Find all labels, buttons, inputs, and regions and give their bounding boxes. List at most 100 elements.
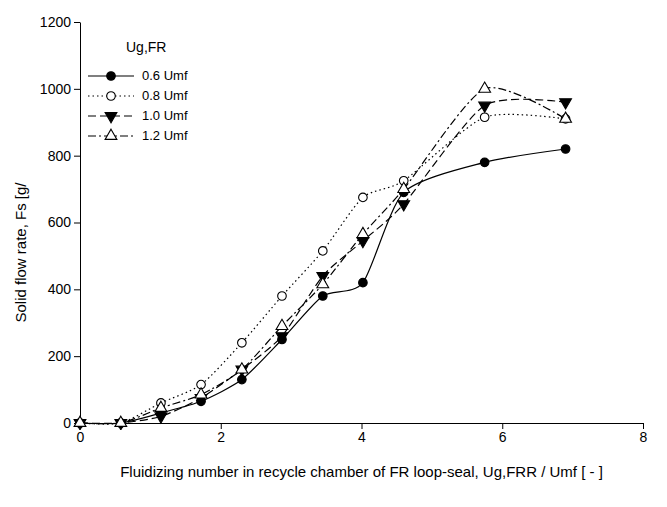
marker-group [359, 278, 368, 287]
legend-marker [107, 92, 116, 101]
marker-group [276, 319, 288, 329]
legend-label: 0.8 Umf [142, 88, 188, 103]
legend-marker-group [105, 113, 117, 123]
marker [357, 237, 369, 247]
marker [560, 112, 572, 122]
tick-mark [74, 22, 80, 23]
tick-mark [74, 156, 80, 157]
marker-group [317, 278, 329, 288]
marker [561, 145, 570, 154]
marker-group [155, 401, 167, 411]
y-axis: 0 200 400 600 800 1000 1200 [40, 14, 81, 431]
tick-label: 800 [48, 148, 72, 164]
legend-marker-group [107, 72, 116, 81]
marker-group [238, 339, 247, 348]
legend-item: 1.0 Umf [88, 108, 188, 123]
series-line [80, 99, 566, 423]
marker [480, 113, 489, 122]
marker [195, 388, 207, 398]
tick-mark [74, 356, 80, 357]
marker-group [318, 292, 327, 301]
marker [398, 182, 410, 192]
tick-mark [74, 89, 80, 90]
legend-marker-group [105, 129, 117, 139]
legend-marker [105, 113, 117, 123]
marker-group [480, 113, 489, 122]
tick: 200 [48, 348, 80, 364]
tick-label: 6 [499, 429, 507, 445]
tick: 1000 [40, 81, 80, 97]
tick: 800 [48, 148, 80, 164]
tick: 6 [499, 423, 507, 445]
legend-item: 0.6 Umf [88, 68, 188, 83]
tick-label: 4 [358, 429, 366, 445]
y-axis-title: Solid flow rate, Fs [g/ [12, 182, 29, 323]
tick-label: 8 [640, 429, 648, 445]
marker-group [318, 247, 327, 256]
marker [74, 416, 86, 426]
marker [155, 413, 167, 423]
marker-group [398, 201, 410, 211]
marker [276, 319, 288, 329]
marker-group [560, 99, 572, 109]
marker-group [560, 112, 572, 122]
marker [479, 82, 491, 92]
tick: 8 [640, 423, 648, 445]
series-line [80, 88, 566, 424]
tick-mark [74, 223, 80, 224]
marker [359, 278, 368, 287]
series-line [80, 149, 566, 424]
marker-group [357, 227, 369, 237]
tick-label: 400 [48, 281, 72, 297]
marker [560, 99, 572, 109]
legend-label: 1.0 Umf [142, 108, 188, 123]
marker [278, 292, 287, 301]
tick-label: 200 [48, 348, 72, 364]
tick: 2 [217, 423, 225, 445]
marker-group [74, 416, 86, 426]
legend-item: 0.8 Umf [88, 88, 188, 103]
marker [236, 363, 248, 373]
marker-group [236, 363, 248, 373]
series-line [80, 114, 566, 424]
marker-group [155, 413, 167, 423]
marker [155, 401, 167, 411]
tick: 4 [358, 423, 366, 445]
x-axis: 0 2 4 6 8 [77, 423, 648, 445]
tick-label: 0 [63, 415, 71, 431]
legend-title: Ug,FR [126, 39, 166, 55]
marker [398, 201, 410, 211]
legend-marker-group [107, 92, 116, 101]
chart: 0 2 4 6 8 0 200 400 600 800 1000 1200 Ug,FR 0.6 Umf 0.… [0, 0, 667, 507]
legend-marker [107, 72, 116, 81]
marker [317, 278, 329, 288]
tick-label: 2 [217, 429, 225, 445]
tick: 400 [48, 281, 80, 297]
plot: 0 2 4 6 8 0 200 400 600 800 1000 1200 Ug,FR 0.6 Umf 0.… [40, 14, 648, 445]
marker-group [357, 237, 369, 247]
marker-group [398, 182, 410, 192]
tick-label: 600 [48, 214, 72, 230]
legend-marker [105, 129, 117, 139]
marker [115, 416, 127, 426]
axis-line [80, 23, 81, 424]
tick: 1200 [40, 14, 80, 30]
marker-group [359, 193, 368, 202]
legend-label: 0.6 Umf [142, 68, 188, 83]
marker [480, 158, 489, 167]
marker-group [479, 102, 491, 112]
marker [238, 339, 247, 348]
tick-label: 1000 [40, 81, 71, 97]
legend: Ug,FR 0.6 Umf 0.8 Umf 1.0 Umf 1.2 Umf [88, 39, 188, 143]
legend-label: 1.2 Umf [142, 128, 188, 143]
tick-mark [74, 289, 80, 290]
marker [318, 247, 327, 256]
marker-group [278, 292, 287, 301]
marker [318, 292, 327, 301]
tick-label: 1200 [40, 14, 71, 30]
marker-group [195, 388, 207, 398]
legend-item: 1.2 Umf [88, 128, 188, 143]
series-group [74, 82, 571, 430]
tick-label: 0 [77, 429, 85, 445]
marker [357, 227, 369, 237]
